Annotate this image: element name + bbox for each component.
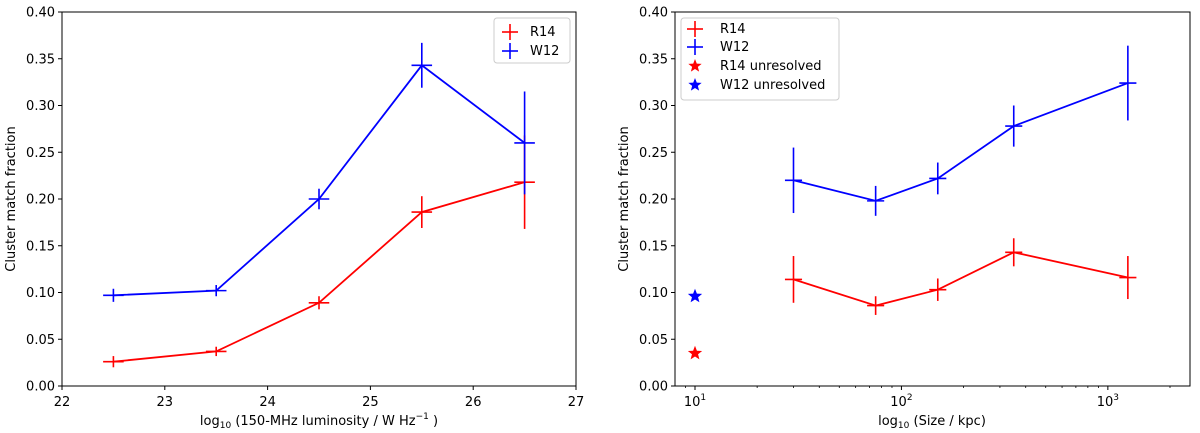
left-axis-ticks: 0.00 0.05 0.10 0.15 0.20 0.25 0.30 0.35 0.40 22 23… bbox=[26, 6, 584, 411]
left-w12-point bbox=[514, 91, 535, 195]
legend-w12-unresolved-label: W12 unresolved bbox=[720, 78, 825, 93]
right-y-tick-label: 0.35 bbox=[639, 52, 668, 67]
right-y-axis-label: Cluster match fraction bbox=[617, 126, 632, 271]
left-x-tick-label: 23 bbox=[157, 395, 174, 410]
left-w12-point bbox=[103, 288, 124, 302]
left-w12-point bbox=[411, 42, 433, 88]
left-x-tick-label: 27 bbox=[568, 395, 585, 410]
right-w12-point bbox=[929, 162, 947, 195]
size-panel: 0.00 0.05 0.10 0.15 0.20 0.25 0.30 0.35 0.40 101 1… bbox=[617, 6, 1191, 431]
right-x-tick-label: 103 bbox=[1097, 393, 1119, 410]
right-axis-ticks: 0.00 0.05 0.10 0.15 0.20 0.25 0.30 0.35 0.40 101 1… bbox=[639, 6, 1171, 410]
left-x-tick-label: 22 bbox=[54, 395, 71, 410]
right-legend-frame bbox=[680, 17, 840, 101]
legend-r14-label: R14 bbox=[720, 22, 746, 37]
left-y-tick-label: 0.30 bbox=[26, 99, 55, 114]
left-r14-point bbox=[308, 296, 330, 310]
left-y-tick-label: 0.15 bbox=[26, 239, 55, 254]
left-plot-content bbox=[103, 42, 535, 368]
right-r14-point bbox=[784, 256, 803, 303]
right-plot-content bbox=[687, 45, 1137, 360]
right-r14-point bbox=[867, 296, 885, 315]
right-w12-line bbox=[793, 82, 1129, 202]
right-y-tick-label: 0.25 bbox=[639, 146, 668, 161]
left-y-tick-label: 0.20 bbox=[26, 193, 55, 208]
legend-r14-label: R14 bbox=[530, 25, 556, 40]
left-w12-line bbox=[113, 64, 526, 297]
left-x-axis-label: log10 (150-MHz luminosity / W Hz−1 ) bbox=[200, 412, 438, 431]
legend-w12-label: W12 bbox=[720, 40, 749, 55]
left-y-tick-label: 0.35 bbox=[26, 52, 55, 67]
legend-w12-label: W12 bbox=[530, 44, 559, 59]
left-y-tick-label: 0.40 bbox=[26, 6, 55, 21]
left-x-tick-label: 24 bbox=[259, 395, 276, 410]
left-r14-point bbox=[411, 196, 433, 228]
luminosity-panel: 0.00 0.05 0.10 0.15 0.20 0.25 0.30 0.35 0.40 22 23… bbox=[4, 6, 584, 432]
right-r14-point bbox=[929, 278, 947, 301]
right-r14-point bbox=[1119, 256, 1137, 300]
left-y-tick-label: 0.25 bbox=[26, 146, 55, 161]
left-y-axis-label: Cluster match fraction bbox=[4, 126, 19, 271]
legend-r14-marker bbox=[502, 24, 518, 40]
right-y-tick-label: 0.00 bbox=[639, 380, 668, 395]
legend-r14-marker bbox=[687, 21, 703, 37]
right-r14-point bbox=[1005, 238, 1023, 267]
legend-w12-unresolved-star-icon bbox=[688, 78, 702, 91]
right-r14-line bbox=[793, 251, 1129, 307]
right-x-tick-label: 102 bbox=[890, 393, 912, 410]
left-legend: R14 W12 bbox=[493, 17, 571, 64]
legend-w12-marker bbox=[502, 43, 518, 59]
legend-w12-marker bbox=[687, 39, 703, 55]
right-y-tick-label: 0.40 bbox=[639, 6, 668, 21]
left-w12-point bbox=[205, 285, 227, 297]
left-r14-point bbox=[103, 356, 124, 368]
right-y-tick-label: 0.15 bbox=[639, 239, 668, 254]
right-w12-point bbox=[867, 185, 885, 216]
left-y-tick-label: 0.10 bbox=[26, 286, 55, 301]
right-x-tick-label: 101 bbox=[684, 393, 706, 410]
left-r14-point bbox=[205, 346, 227, 357]
left-x-tick-label: 26 bbox=[465, 395, 482, 410]
right-w12-point bbox=[1005, 105, 1023, 147]
right-x-axis-label: log10 (Size / kpc) bbox=[878, 414, 986, 431]
legend-star-r14 bbox=[688, 59, 702, 72]
right-y-tick-label: 0.30 bbox=[639, 99, 668, 114]
right-r14-unresolved-star bbox=[687, 345, 703, 360]
left-y-tick-label: 0.00 bbox=[26, 380, 55, 395]
right-w12-point bbox=[1119, 45, 1137, 121]
right-y-tick-label: 0.05 bbox=[639, 333, 668, 348]
right-y-tick-label: 0.10 bbox=[639, 286, 668, 301]
legend-star-w12 bbox=[688, 78, 702, 91]
legend-r14-unresolved-label: R14 unresolved bbox=[720, 59, 822, 74]
legend-r14-unresolved-star-icon bbox=[688, 59, 702, 72]
left-y-tick-label: 0.05 bbox=[26, 333, 55, 348]
right-w12-point bbox=[784, 147, 803, 214]
right-y-tick-label: 0.20 bbox=[639, 193, 668, 208]
right-w12-unresolved-star bbox=[687, 288, 703, 303]
right-legend: R14 W12 R14 unresolved W12 unresolved bbox=[680, 17, 840, 101]
left-w12-point bbox=[308, 188, 330, 210]
left-x-tick-label: 25 bbox=[362, 395, 379, 410]
